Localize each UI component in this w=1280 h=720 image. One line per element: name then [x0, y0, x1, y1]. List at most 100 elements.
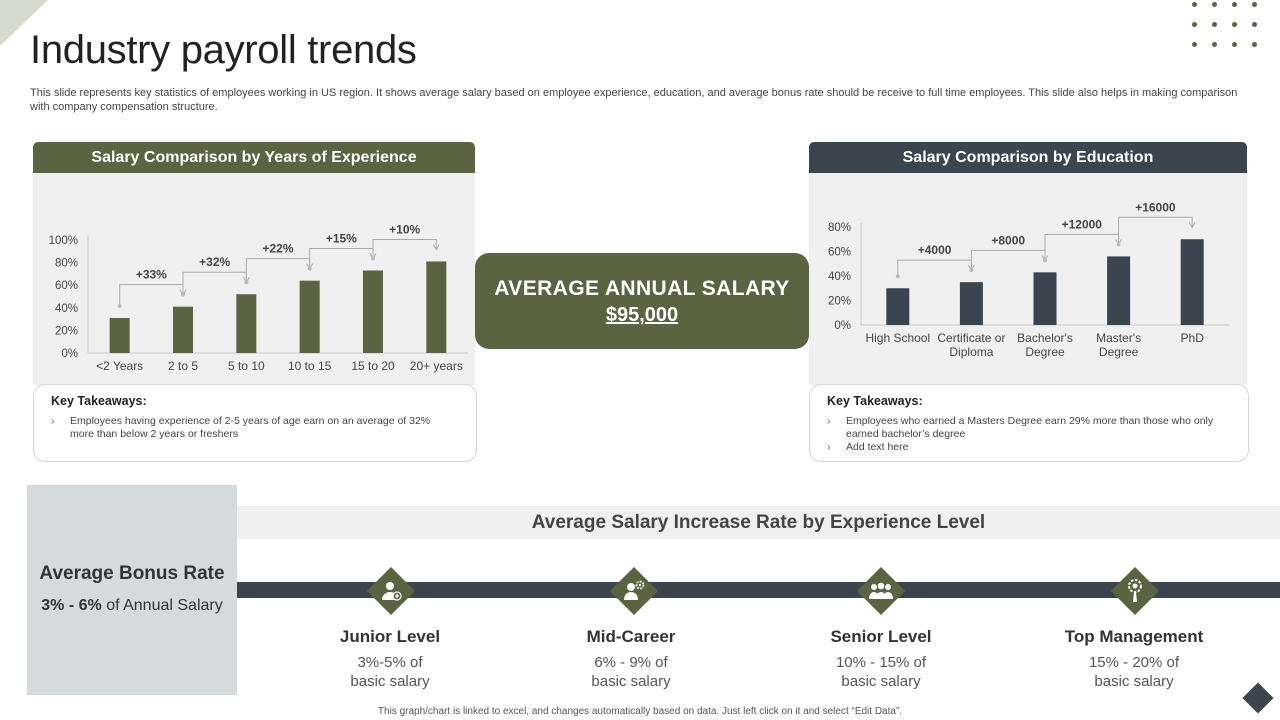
growth-label: +16000 [1135, 200, 1176, 214]
growth-label: +12000 [1062, 217, 1103, 231]
education-panel-title: Salary Comparison by Education [809, 142, 1247, 173]
decor-dot [1192, 42, 1197, 47]
level-rate: 3%-5% of basic salary [350, 654, 430, 690]
experience-panel-title: Salary Comparison by Years of Experience [33, 142, 475, 173]
experience-takeaways: Key Takeaways: Employees having experien… [33, 384, 477, 462]
connector-dot [307, 266, 312, 271]
level-mid-career: Mid-Career 6% - 9% of basic salary [531, 627, 731, 691]
decor-dot [1252, 22, 1257, 27]
growth-connector [309, 248, 374, 269]
bonus-suffix: of Annual Salary [101, 597, 223, 614]
y-tick-label: 40% [828, 271, 851, 283]
x-tick-label: High School [865, 331, 930, 345]
average-salary-card: AVERAGE ANNUAL SALARY $95,000 [475, 253, 809, 349]
connector-dot [181, 292, 185, 297]
connector-arrow [1188, 221, 1196, 229]
growth-label: +15% [326, 232, 357, 246]
growth-label: +32% [199, 255, 230, 269]
bonus-rate-value: 3% - 6% of Annual Salary [27, 597, 237, 615]
x-tick-label: <2 Years [96, 359, 143, 373]
x-tick-label: Degree [1099, 345, 1139, 359]
decor-dot [1212, 42, 1217, 47]
education-chart-area: 0% 20% 40% 60% 80% High School Certificate or D… [809, 173, 1247, 385]
connector-dot [244, 280, 249, 285]
leader-gear-icon [1110, 566, 1160, 616]
growth-connector [970, 249, 1046, 271]
slide-description: This slide represents key statistics of … [30, 87, 1238, 113]
connector-dot [1043, 258, 1047, 263]
bonus-range: 3% - 6% [41, 597, 102, 614]
decor-dot [1212, 22, 1217, 27]
level-name: Mid-Career [586, 627, 676, 646]
person-gear-icon [609, 566, 659, 616]
connector-dot [969, 268, 974, 273]
growth-label: +4000 [918, 243, 952, 257]
decor-dot [1232, 2, 1237, 7]
level-senior: Senior Level 10% - 15% of basic salary [781, 627, 981, 691]
x-tick-label: Certificate or [937, 331, 1005, 345]
level-name: Senior Level [830, 627, 932, 646]
connector-dot [117, 303, 122, 308]
bar [173, 306, 193, 353]
person-plus-icon [366, 566, 416, 616]
connector-arrow [432, 244, 440, 251]
bar [299, 280, 320, 353]
decor-dot [1212, 2, 1217, 7]
timeline-bar [237, 582, 1280, 598]
growth-connector [897, 259, 972, 277]
growth-connector [372, 238, 437, 259]
bonus-rate-title: Average Bonus Rate [39, 563, 225, 584]
growth-connector [182, 271, 247, 295]
y-tick-label: 20% [55, 325, 78, 337]
x-tick-label: 2 to 5 [168, 359, 198, 373]
level-top-management: Top Management 15% - 20% of basic salary [1034, 627, 1234, 691]
level-rate: 15% - 20% of basic salary [1088, 654, 1180, 690]
decor-dot [1232, 22, 1237, 27]
y-tick-label: 0% [834, 320, 851, 332]
growth-connector [245, 258, 311, 283]
experience-panel: Salary Comparison by Years of Experience… [33, 142, 475, 385]
level-junior: Junior Level 3%-5% of basic salary [290, 627, 490, 691]
x-tick-label: Bachelor's [1017, 331, 1073, 345]
growth-label: +33% [136, 268, 167, 282]
bar [1180, 239, 1204, 325]
x-tick-label: PhD [1181, 331, 1205, 345]
dot-grid-decoration [1192, 0, 1262, 62]
experience-bar-chart[interactable]: 0% 20% 40% 60% 80% 100% <2 Years 2 to 5 5 to 10 1… [33, 173, 475, 385]
bar [236, 294, 257, 353]
education-bar-chart[interactable]: 0%20%40%60%80%High School Certificate orD… [809, 173, 1247, 385]
level-rate: 6% - 9% of basic salary [591, 654, 671, 690]
education-takeaways: Key Takeaways: Employees who earned a Ma… [809, 384, 1249, 462]
level-name: Junior Level [339, 627, 441, 646]
bar [426, 261, 447, 353]
y-tick-label: 60% [55, 280, 78, 292]
chart-footnote: This graph/chart is linked to excel, and… [377, 706, 903, 717]
x-tick-label: 15 to 20 [351, 359, 395, 373]
takeaways-title: Key Takeaways: [827, 394, 923, 408]
bar [959, 282, 983, 325]
takeaways-title: Key Takeaways: [51, 394, 147, 408]
growth-label: +22% [262, 242, 293, 256]
y-tick-label: 100% [49, 235, 78, 247]
level-name: Top Management [1064, 627, 1204, 646]
increase-rate-title: Average Salary Increase Rate by Experien… [237, 506, 1280, 539]
experience-chart-area: 0% 20% 40% 60% 80% 100% <2 Years 2 to 5 5 to 10 1… [33, 173, 475, 385]
team-icon [856, 566, 906, 616]
decor-dot [1192, 22, 1197, 27]
growth-connector [119, 284, 184, 306]
decor-dot [1252, 2, 1257, 7]
x-tick-label: Master's [1096, 331, 1141, 345]
level-rate: 10% - 15% of basic salary [835, 654, 927, 690]
bar [363, 270, 383, 353]
x-tick-label: 20+ years [410, 359, 463, 373]
y-tick-label: 80% [828, 222, 851, 234]
x-tick-label: 10 to 15 [288, 359, 332, 373]
takeaway-item: Employees having experience of 2-5 years… [51, 415, 451, 441]
decor-dot [1192, 2, 1197, 7]
average-salary-value[interactable]: $95,000 [605, 304, 679, 326]
growth-label: +8000 [991, 233, 1025, 247]
y-tick-label: 40% [55, 303, 78, 315]
x-tick-label: Diploma [949, 345, 993, 359]
connector-dot [895, 274, 900, 279]
takeaway-item[interactable]: Add text here [827, 441, 1227, 454]
